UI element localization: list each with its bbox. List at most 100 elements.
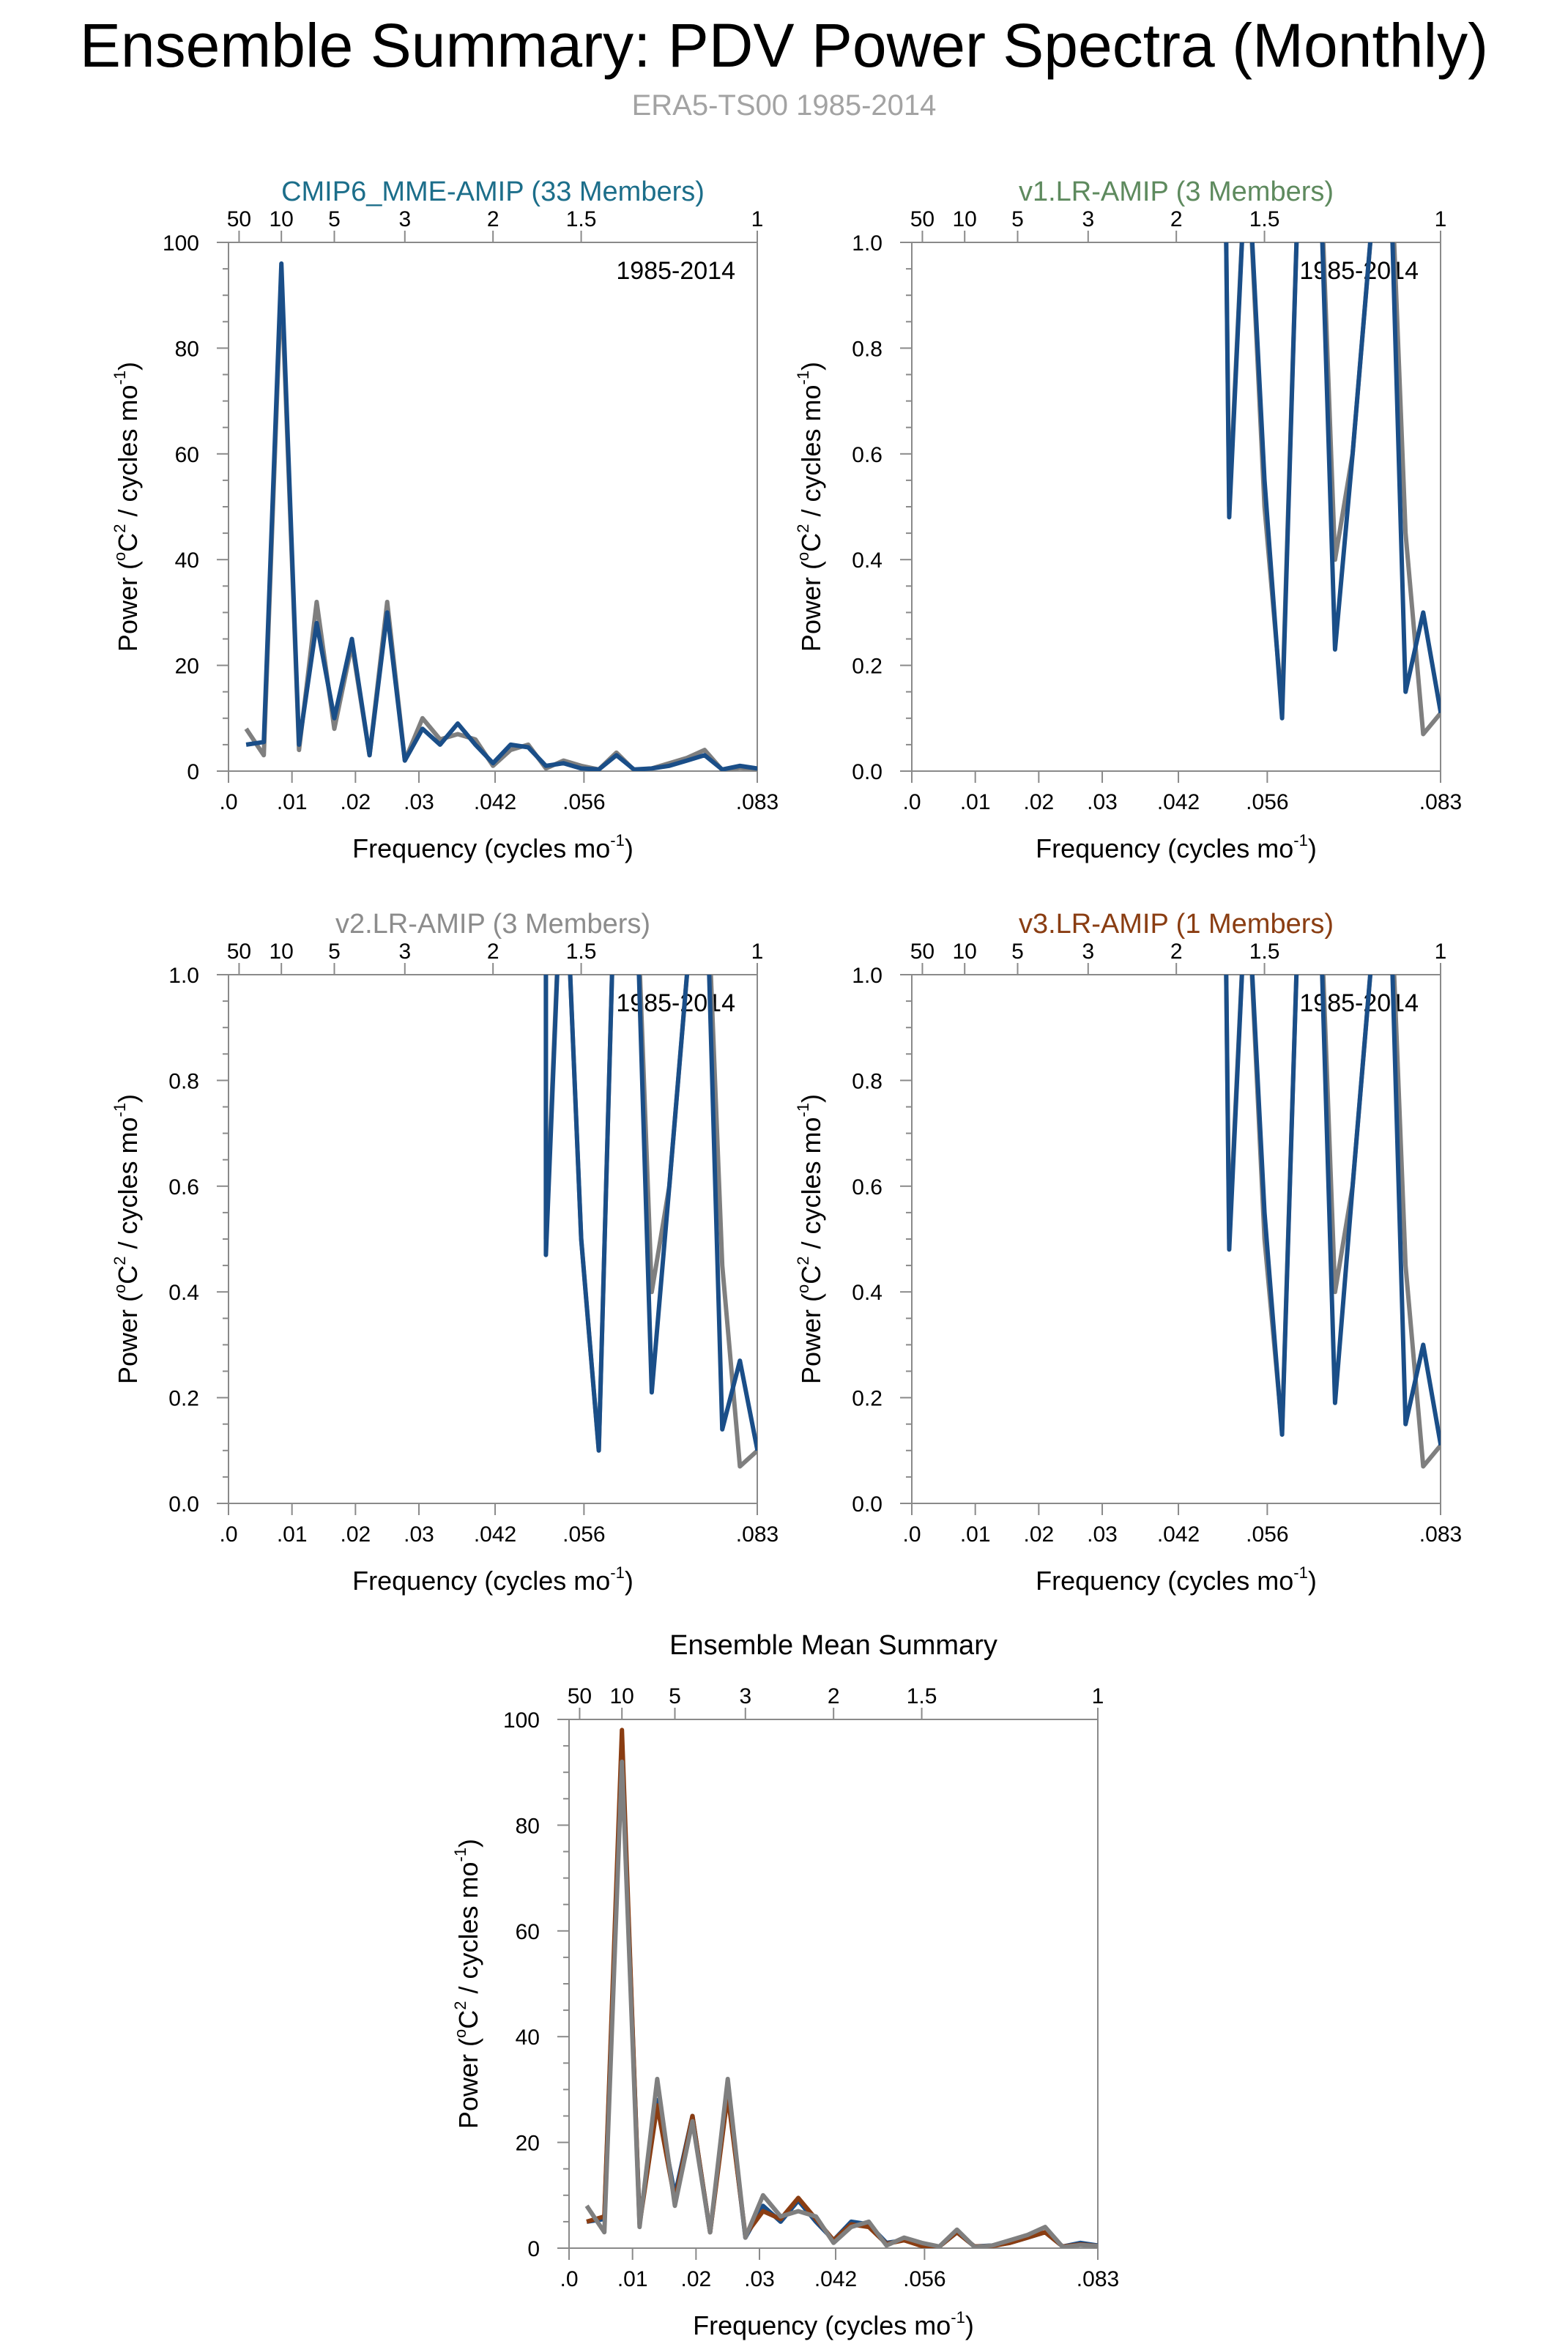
top-tick-label: 5 (669, 1684, 681, 1708)
x-tick-label: .056 (562, 1522, 605, 1547)
y-tick-label: 20 (175, 655, 199, 679)
series-line-model (543, 975, 757, 1453)
top-tick-label: 2 (487, 207, 499, 231)
x-tick-label: .0 (560, 2267, 578, 2291)
period-annotation: 1985-2014 (1299, 989, 1419, 1017)
plot-frame (911, 242, 1441, 772)
chart-title: v1.LR-AMIP (3 Members) (1019, 176, 1334, 207)
top-tick-label: 3 (398, 940, 411, 964)
y-tick-label: 0.4 (852, 1281, 883, 1305)
y-tick-label: 1.0 (852, 964, 883, 988)
top-tick-label: 10 (270, 940, 294, 964)
x-tick-label: .03 (1087, 790, 1118, 814)
x-tick-label: .042 (474, 1522, 516, 1547)
x-tick-label: .02 (340, 1522, 371, 1547)
chart-title: v3.LR-AMIP (1 Members) (1019, 909, 1334, 940)
top-tick-label: 2 (487, 940, 499, 964)
x-tick-label: .02 (340, 790, 371, 814)
x-tick-label: .01 (960, 790, 991, 814)
chart-title: Ensemble Mean Summary (669, 1630, 997, 1661)
y-tick-label: 0.0 (168, 1492, 199, 1517)
x-axis-label: Frequency (cycles mo-1) (352, 1563, 633, 1596)
top-tick-label: 1 (1435, 940, 1447, 964)
top-tick-label: 50 (227, 940, 251, 964)
chart-panel-ensemble-mean: Ensemble Mean Summary 0 20 40 60 80 100 .0 .01 .0… (451, 1630, 1119, 2340)
y-tick-label: 0 (527, 2237, 540, 2261)
x-tick-label: .083 (736, 790, 779, 814)
series-line-v3 (586, 1727, 1098, 2248)
y-axis-label: Power (oC2 / cycles mo-1) (794, 362, 826, 652)
figure-title: Ensemble Summary: PDV Power Spectra (Mon… (79, 11, 1489, 80)
top-tick-label: 2 (1170, 940, 1183, 964)
x-tick-label: .083 (1419, 790, 1462, 814)
chart-panel-v3: v3.LR-AMIP (1 Members)0.00.20.40.60.81.0… (794, 909, 1462, 1596)
y-tick-label: 100 (163, 231, 199, 256)
x-tick-label: .042 (474, 790, 516, 814)
x-tick-label: .056 (1246, 790, 1288, 814)
x-tick-label: .01 (277, 1522, 308, 1547)
x-tick-label: .0 (902, 790, 921, 814)
y-tick-label: 80 (175, 337, 199, 361)
top-tick-label: 50 (568, 1684, 592, 1708)
x-tick-label: .02 (1023, 1522, 1054, 1547)
y-tick-label: 80 (516, 1814, 540, 1838)
y-tick-label: 0.4 (852, 548, 883, 573)
y-tick-label: 1.0 (168, 964, 199, 988)
chart-title: CMIP6_MME-AMIP (33 Members) (281, 176, 705, 207)
series-line-reference (244, 277, 757, 771)
top-tick-label: 10 (953, 940, 977, 964)
x-tick-label: .0 (219, 1522, 237, 1547)
y-tick-label: 0.4 (168, 1281, 199, 1305)
period-annotation: 1985-2014 (1299, 257, 1419, 285)
top-tick-label: 10 (610, 1684, 634, 1708)
y-tick-label: 0 (187, 760, 199, 784)
top-tick-label: 3 (739, 1684, 751, 1708)
x-tick-label: .056 (903, 2267, 945, 2291)
x-tick-label: .056 (1246, 1522, 1288, 1547)
x-tick-label: .01 (277, 790, 308, 814)
top-tick-label: 5 (1011, 940, 1024, 964)
y-axis-label: Power (oC2 / cycles mo-1) (111, 362, 143, 652)
y-tick-label: 0.2 (168, 1387, 199, 1411)
top-tick-label: 1.5 (907, 1684, 937, 1708)
x-tick-label: .01 (617, 2267, 648, 2291)
plot-frame (228, 974, 758, 1504)
top-tick-label: 5 (328, 940, 341, 964)
top-tick-label: 10 (270, 207, 294, 231)
y-tick-label: 40 (516, 2026, 540, 2050)
series-line-model (245, 261, 757, 771)
y-tick-label: 60 (516, 1920, 540, 1944)
period-annotation: 1985-2014 (616, 989, 735, 1017)
chart-panel-v2: v2.LR-AMIP (3 Members)0.00.20.40.60.81.0… (111, 909, 779, 1596)
y-tick-label: 0.2 (852, 1387, 883, 1411)
y-tick-label: 0.8 (852, 1069, 883, 1093)
x-axis-label: Frequency (cycles mo-1) (1036, 831, 1317, 863)
x-tick-label: .03 (404, 1522, 434, 1547)
top-tick-label: 3 (1082, 940, 1094, 964)
chart-panel-v1: v1.LR-AMIP (3 Members)0.00.20.40.60.81.0… (794, 176, 1462, 863)
x-tick-label: .03 (1087, 1522, 1118, 1547)
top-tick-label: 1 (1092, 1684, 1104, 1708)
x-tick-label: .083 (736, 1522, 779, 1547)
x-tick-label: .0 (902, 1522, 921, 1547)
top-tick-label: 1.5 (566, 207, 597, 231)
plot-frame (911, 974, 1441, 1504)
x-tick-label: .02 (1023, 790, 1054, 814)
top-tick-label: 5 (1011, 207, 1024, 231)
top-tick-label: 1.5 (1249, 207, 1280, 231)
y-tick-label: 20 (516, 2132, 540, 2156)
x-axis-label: Frequency (cycles mo-1) (352, 831, 633, 863)
y-tick-label: 0.8 (852, 337, 883, 361)
x-axis-label: Frequency (cycles mo-1) (1036, 1563, 1317, 1596)
top-tick-label: 1.5 (566, 940, 597, 964)
x-tick-label: .01 (960, 1522, 991, 1547)
top-tick-label: 50 (910, 207, 935, 231)
y-tick-label: 0.6 (168, 1175, 199, 1199)
y-tick-label: 0.6 (852, 1175, 883, 1199)
top-tick-label: 2 (828, 1684, 840, 1708)
x-tick-label: .083 (1419, 1522, 1462, 1547)
y-tick-label: 100 (503, 1708, 540, 1733)
series-line-model (1224, 975, 1441, 1446)
top-tick-label: 50 (227, 207, 251, 231)
y-tick-label: 60 (175, 443, 199, 467)
